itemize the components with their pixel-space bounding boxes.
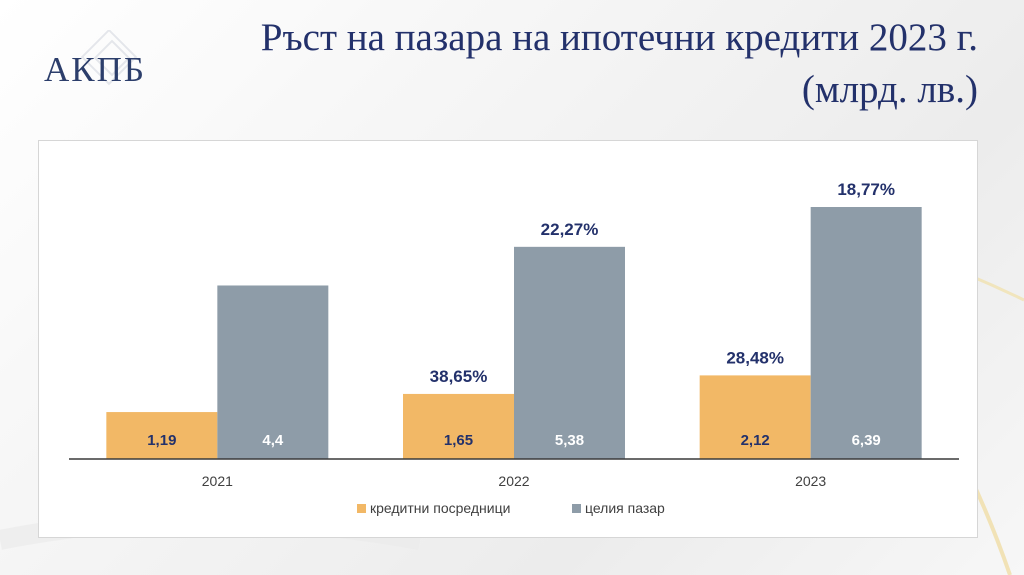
x-tick-label: 2023 bbox=[795, 473, 826, 489]
bar-2023-series-2 bbox=[810, 207, 922, 459]
bar-2022-series-2 bbox=[514, 246, 625, 459]
title-line-1: Ръст на пазара на ипотечни кредити 2023 … bbox=[260, 16, 978, 59]
data-label-value: 5,38 bbox=[555, 432, 584, 449]
x-tick-label: 2022 bbox=[498, 473, 529, 489]
data-label-value: 6,39 bbox=[852, 432, 881, 449]
legend-label: кредитни посредници bbox=[370, 500, 510, 516]
legend-swatch bbox=[357, 504, 366, 513]
data-label-value: 1,65 bbox=[444, 432, 473, 449]
title-line-2: (млрд. лв.) bbox=[801, 68, 978, 111]
logo-diamond-icon bbox=[80, 28, 138, 86]
chart-panel: 1,19 4,4 2021 1,65 38,65% 5,38 22,27% 2022 2,12 2… bbox=[38, 140, 978, 538]
bar-2021-series-1 bbox=[106, 412, 218, 459]
data-label-growth: 28,48% bbox=[726, 348, 784, 367]
logo-text: АКПБ bbox=[44, 50, 146, 89]
page-title: Ръст на пазара на ипотечни кредити 2023 … bbox=[218, 12, 978, 116]
bar-2022-series-1 bbox=[403, 393, 514, 459]
bar-chart: 1,19 4,4 2021 1,65 38,65% 5,38 22,27% 2022 2,12 2… bbox=[69, 180, 959, 516]
x-tick-label: 2021 bbox=[202, 473, 233, 489]
data-label-growth: 18,77% bbox=[837, 180, 895, 199]
data-label-growth: 38,65% bbox=[430, 367, 488, 386]
legend-label: целия пазар bbox=[585, 500, 665, 516]
legend-swatch bbox=[572, 504, 581, 513]
data-label-value: 2,12 bbox=[741, 432, 770, 449]
data-label-value: 1,19 bbox=[147, 432, 176, 449]
logo: АКПБ bbox=[30, 28, 170, 110]
data-label-growth: 22,27% bbox=[541, 220, 599, 239]
bar-2021-series-2 bbox=[217, 285, 329, 459]
bar-2023-series-1 bbox=[699, 375, 811, 459]
data-label-value: 4,4 bbox=[262, 432, 284, 449]
